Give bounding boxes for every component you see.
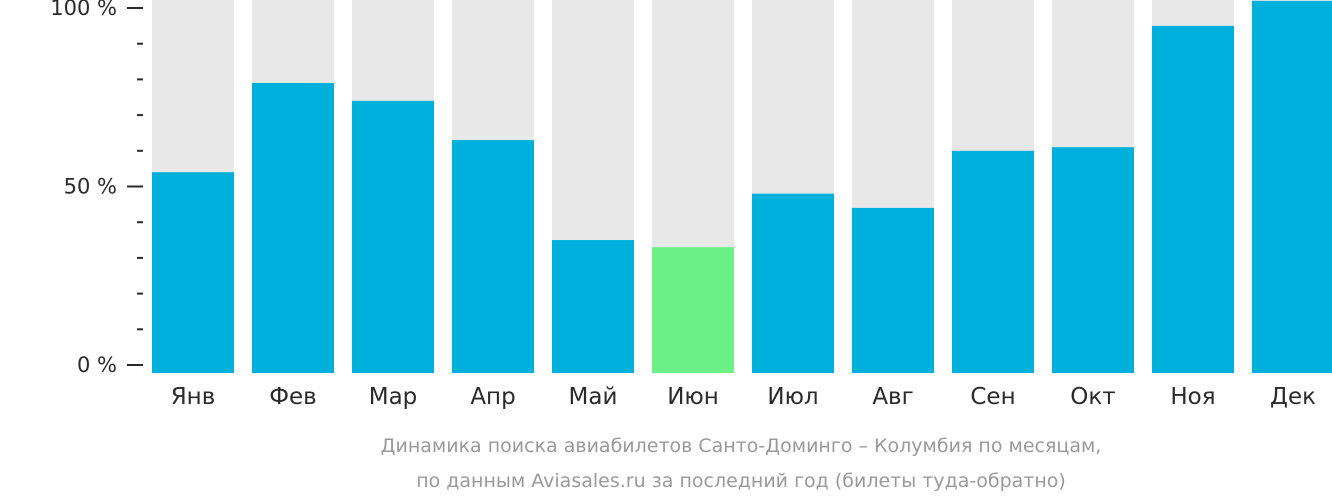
x-tick-label-3: Мар	[369, 384, 418, 410]
bar-11	[1152, 25, 1234, 373]
bar-4	[452, 140, 534, 373]
x-tick-label-7: Июл	[767, 384, 818, 410]
x-tick-label-8: Авг	[872, 384, 913, 410]
bar-2	[252, 82, 334, 373]
x-tick-label-2: Фев	[269, 384, 317, 410]
y-tick-label-3: 0 %	[77, 353, 117, 377]
bar-6	[652, 247, 734, 373]
bar-10	[1052, 147, 1134, 373]
bar-9	[952, 150, 1034, 373]
bar-5	[552, 240, 634, 373]
x-tick-label-12: Дек	[1270, 384, 1316, 410]
chart-caption-line-1: Динамика поиска авиабилетов Санто-Доминг…	[381, 435, 1102, 457]
x-tick-label-1: Янв	[171, 384, 216, 410]
x-tick-label-11: Ноя	[1170, 384, 1215, 410]
bar-1	[152, 172, 234, 373]
bar-12	[1252, 0, 1332, 374]
y-tick-label-2: 50 %	[64, 175, 117, 199]
x-tick-label-10: Окт	[1070, 384, 1115, 410]
x-axis-labels: Янв Фев Мар Апр Май Июн Июл Авг Сен Окт Ноя Дек	[171, 384, 1316, 410]
x-tick-label-5: Май	[569, 384, 618, 410]
y-tick-label-1: 100 %	[50, 0, 117, 20]
bar-7	[752, 193, 834, 373]
chart-caption-line-2: по данным Aviasales.ru за последний год …	[416, 470, 1066, 492]
x-tick-label-4: Апр	[470, 384, 515, 410]
bar-3	[352, 100, 434, 373]
y-axis: 100 % 50 % 0 %	[50, 0, 143, 377]
bars	[152, 0, 1332, 374]
x-tick-label-6: Июн	[667, 384, 719, 410]
bar-8	[852, 207, 934, 373]
x-tick-label-9: Сен	[970, 384, 1015, 410]
